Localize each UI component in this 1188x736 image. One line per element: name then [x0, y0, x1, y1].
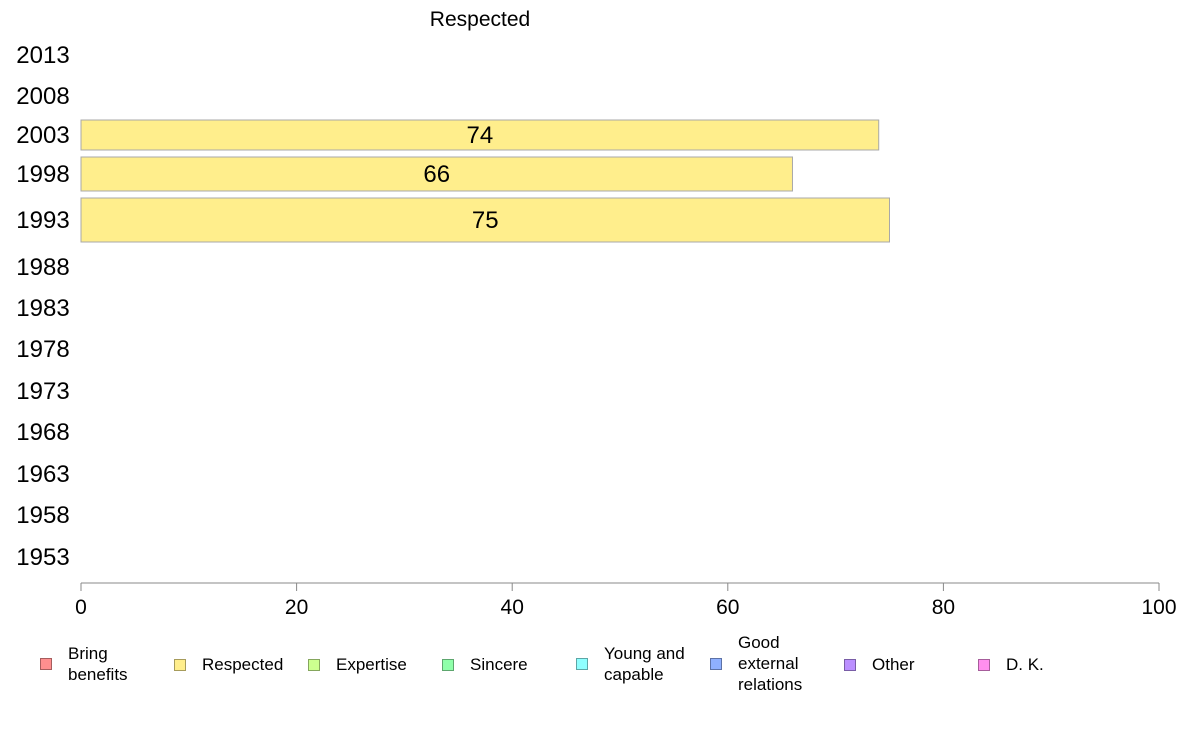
- legend-item-dk: D. K.: [978, 654, 1044, 675]
- x-tick-label: 80: [932, 596, 955, 619]
- legend-label: Young and capable: [604, 644, 685, 684]
- y-tick-label: 1998: [16, 161, 69, 188]
- y-tick-label: 2013: [16, 42, 69, 69]
- legend-label: Other: [872, 655, 915, 674]
- legend-label: Good external relations: [738, 633, 803, 694]
- x-tick-label: 40: [501, 596, 524, 619]
- x-tick-label: 100: [1141, 596, 1176, 619]
- legend-item-sincere: Sincere: [442, 654, 528, 675]
- y-tick-label: 1968: [16, 419, 69, 446]
- x-tick-label: 60: [716, 596, 739, 619]
- y-tick-label: 1953: [16, 544, 69, 571]
- legend-label: Bring benefits: [68, 644, 128, 684]
- legend-swatch: [710, 657, 722, 670]
- bar-data-label: 75: [472, 207, 499, 234]
- legend-item-good-external-relations: Good external relations: [710, 632, 802, 695]
- legend-item-expertise: Expertise: [308, 654, 407, 675]
- y-tick-label: 2008: [16, 83, 69, 110]
- x-tick-label: 20: [285, 596, 308, 619]
- y-tick-label: 1978: [16, 336, 69, 363]
- legend-item-other: Other: [844, 654, 915, 675]
- legend-label: Respected: [202, 655, 284, 674]
- y-tick-label: 1958: [16, 502, 69, 529]
- y-tick-label: 1963: [16, 461, 69, 488]
- legend-swatch: [40, 658, 52, 670]
- legend: Bring benefits Respected Expertise Since…: [0, 630, 1188, 710]
- legend-swatch: [576, 658, 588, 670]
- chart-title: Respected: [430, 8, 530, 31]
- legend-item-bring-benefits: Bring benefits: [40, 643, 128, 685]
- legend-swatch: [442, 658, 454, 671]
- y-tick-label: 2003: [16, 122, 69, 149]
- y-tick-label: 1973: [16, 378, 69, 405]
- bar: [80, 119, 880, 151]
- legend-item-young-and-capable: Young and capable: [576, 643, 685, 685]
- y-tick-label: 1988: [16, 254, 69, 281]
- x-tick-label: 0: [75, 596, 87, 619]
- legend-swatch: [844, 658, 856, 671]
- legend-label: D. K.: [1006, 655, 1044, 674]
- bar-chart: Respected 2013 2008 2003 1998 1993 1988 1983 19…: [16, 8, 1177, 619]
- bars: 74 66 75: [80, 119, 890, 243]
- legend-swatch: [174, 658, 186, 671]
- legend-label: Expertise: [336, 655, 407, 674]
- bar: [80, 156, 793, 192]
- bar: [80, 197, 890, 243]
- x-axis: 0 20 40 60 80 100: [75, 582, 1177, 619]
- legend-swatch: [978, 658, 990, 671]
- y-tick-label: 1983: [16, 295, 69, 322]
- legend-swatch: [308, 658, 320, 671]
- bar-data-label: 74: [467, 122, 494, 149]
- legend-item-respected: Respected: [174, 654, 283, 675]
- bar-data-label: 66: [423, 161, 450, 188]
- y-axis-labels: 2013 2008 2003 1998 1993 1988 1983 1978 1973 1968…: [16, 42, 69, 571]
- legend-label: Sincere: [470, 655, 528, 674]
- y-tick-label: 1993: [16, 207, 69, 234]
